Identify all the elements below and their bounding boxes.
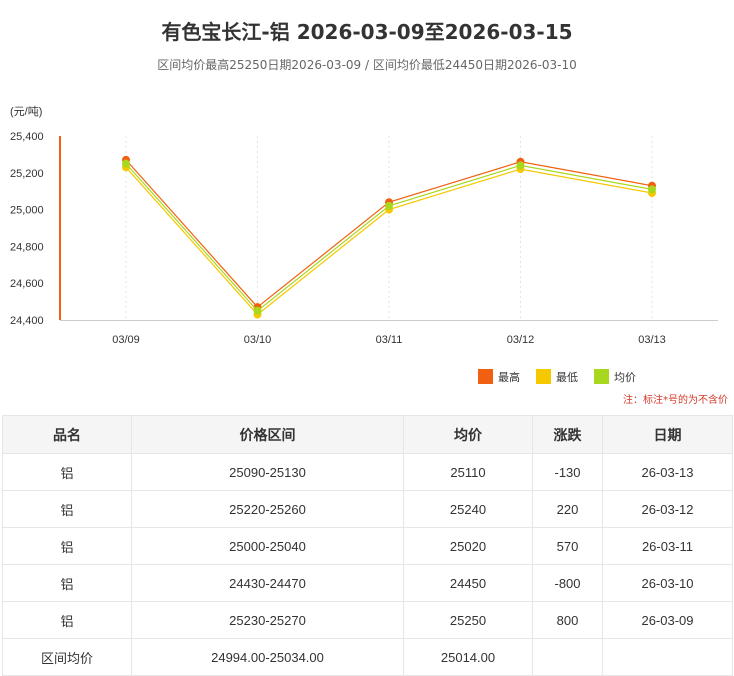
legend-swatch [478,369,493,384]
legend-swatch [594,369,609,384]
legend-label: 均价 [614,371,636,384]
y-tick-label: 25,000 [10,205,44,217]
x-tick-label: 03/13 [638,334,666,346]
table-footer-row: 区间均价 24994.00-25034.00 25014.00 [2,638,733,676]
table-row: 铝 24430-24470 24450 -800 26-03-10 [2,564,733,602]
cell-date: 26-03-09 [602,601,733,639]
table-row: 铝 25090-25130 25110 -130 26-03-13 [2,453,733,491]
data-point [385,201,393,210]
cell-avg-price: 25240 [403,490,533,528]
x-tick-label: 03/09 [112,334,140,346]
legend-swatch [536,369,551,384]
cell-change: -800 [532,564,603,602]
cell-footer-avg: 25014.00 [403,638,533,676]
cell-avg-price: 25250 [403,601,533,639]
cell-footer-label: 区间均价 [2,638,132,676]
chart-title: 有色宝长江-铝 2026-03-09至2026-03-15 [161,20,573,44]
cell-date: 26-03-11 [602,527,733,565]
y-unit-label: (元/吨) [10,105,42,118]
header-date: 日期 [602,415,733,454]
cell-footer-change [532,638,603,676]
line-chart: (元/吨) 24,400 24,600 24,800 25,000 25,200 25,40… [10,105,728,406]
cell-change: 800 [532,601,603,639]
price-table: 品名 价格区间 均价 涨跌 日期 铝 25090-25130 25110 -13… [2,415,733,676]
data-point [648,185,656,194]
cell-price-range: 25000-25040 [131,527,404,565]
cell-change: 570 [532,527,603,565]
cell-change: 220 [532,490,603,528]
x-tick-label: 03/12 [507,334,535,346]
y-tick-label: 24,600 [10,278,44,290]
cell-product: 铝 [2,564,132,602]
cell-footer-date [602,638,733,676]
cell-date: 26-03-10 [602,564,733,602]
header-change: 涨跌 [532,415,603,454]
legend-label: 最高 [498,370,520,384]
header-price-range: 价格区间 [131,415,404,454]
cell-date: 26-03-12 [602,490,733,528]
table-row: 铝 25230-25270 25250 800 26-03-09 [2,601,733,639]
x-tick-label: 03/11 [376,334,403,346]
y-tick-label: 24,400 [10,315,44,327]
cell-product: 铝 [2,490,132,528]
cell-change: -130 [532,453,603,491]
cell-price-range: 25090-25130 [131,453,404,491]
cell-product: 铝 [2,453,132,491]
legend-label: 最低 [556,371,578,384]
x-tick-label: 03/10 [244,334,272,346]
cell-avg-price: 24450 [403,564,533,602]
cell-product: 铝 [2,601,132,639]
y-tick-label: 24,800 [10,241,44,253]
cell-footer-range: 24994.00-25034.00 [131,638,404,676]
data-point [516,161,525,170]
header-product: 品名 [2,415,132,454]
cell-date: 26-03-13 [602,453,733,491]
cell-product: 铝 [2,527,132,565]
cell-price-range: 24430-24470 [131,564,404,602]
data-point [122,159,130,168]
cell-avg-price: 25110 [403,453,533,491]
table-row: 铝 25220-25260 25240 220 26-03-12 [2,490,733,528]
table-header-row: 品名 价格区间 均价 涨跌 日期 [2,415,733,454]
header-avg-price: 均价 [403,415,533,454]
y-tick-label: 25,400 [10,131,44,143]
table-row: 铝 25000-25040 25020 570 26-03-11 [2,527,733,565]
chart-subtitle: 区间均价最高25250日期2026-03-09 / 区间均价最低24450日期2… [157,58,577,72]
data-point [253,306,262,315]
y-tick-label: 25,200 [10,168,44,180]
cell-price-range: 25220-25260 [131,490,404,528]
cell-price-range: 25230-25270 [131,601,404,639]
cell-avg-price: 25020 [403,527,533,565]
chart-note: 注：标注*号的为不含价 [623,393,728,406]
